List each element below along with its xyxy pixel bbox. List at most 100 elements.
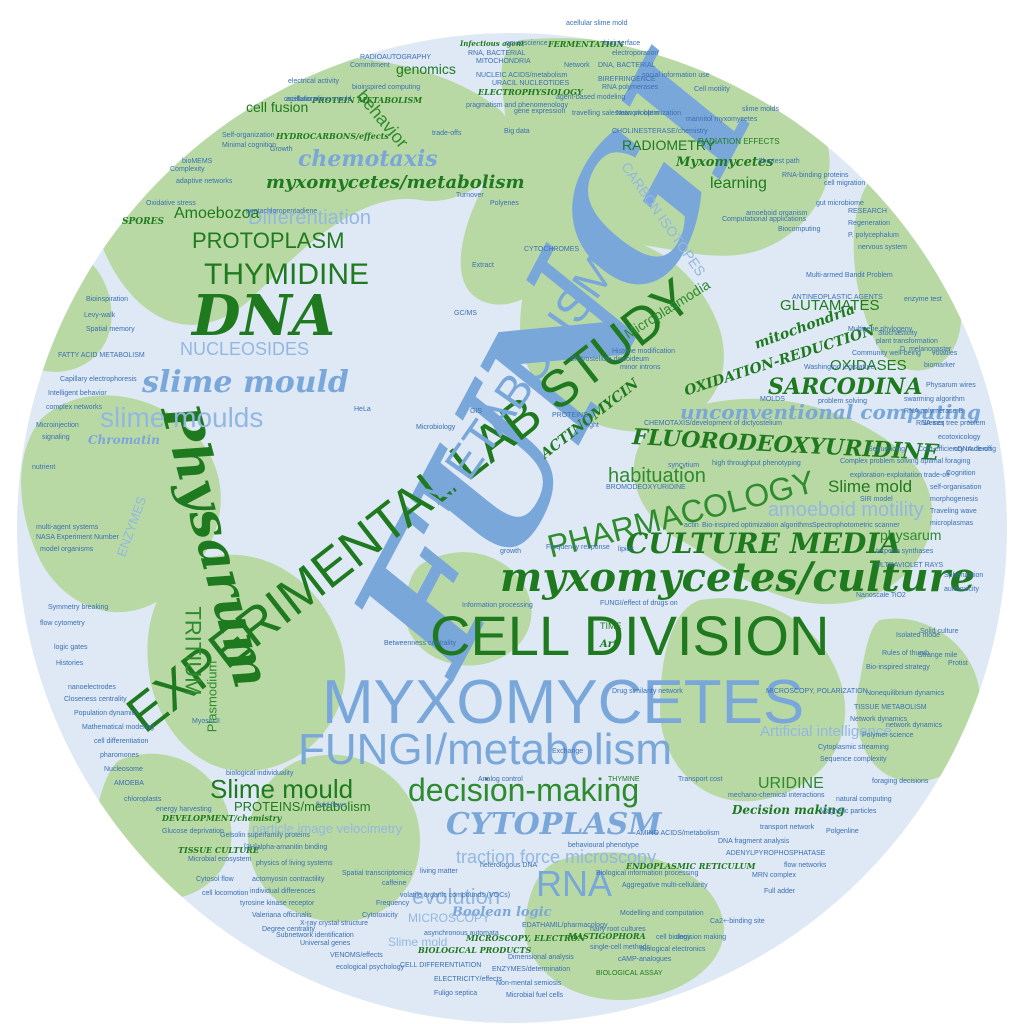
- word-proteins-metabolism: PROTEINS/metabolism: [234, 799, 371, 814]
- word-cell-biology: cell biology: [656, 934, 691, 941]
- word-cdna-cloning: cDNA cloning: [954, 446, 997, 453]
- word-xray: X-ray crystal structure: [300, 920, 369, 927]
- word-microscopy-polarization: MICROSCOPY, POLARIZATION: [766, 688, 868, 695]
- word-slime-mould-2: Slime mould: [210, 774, 354, 804]
- word-tissue-culture: TISSUE CULTURE: [178, 845, 259, 855]
- word-heterologous-dna: heterologous DNA: [480, 862, 538, 869]
- word-self-organization: Self-organization: [222, 132, 275, 139]
- word-capillary: Capillary electrophoresis: [60, 376, 137, 383]
- word-cost-efficiency: Cost-efficiency trade-off: [918, 446, 992, 453]
- word-fungi-drugs: FUNGI/effect of drugs on: [600, 600, 678, 607]
- word-protist: Protist: [948, 660, 968, 667]
- word-mastigophora: MASTIGOPHORA: [568, 931, 646, 941]
- word-research: RESEARCH: [848, 208, 887, 215]
- word-syncytium: syncytium: [668, 462, 700, 469]
- word-turnover: Turnover: [456, 192, 484, 199]
- word-development: DEVELOPMENT/chemistry: [162, 813, 282, 823]
- word-hela: HeLa: [354, 406, 371, 413]
- word-community: Community well-being: [852, 350, 921, 357]
- word-traveling-wave: Traveling wave: [930, 508, 977, 515]
- word-microplasmas: microplasmas: [930, 520, 974, 527]
- word-biocomputing: Biocomputing: [778, 226, 821, 233]
- word-protein-metabolism: PROTEIN METABOLISM: [312, 95, 423, 105]
- word-multi-agent: multi-agent systems: [36, 524, 99, 531]
- word-swarming: swarming algorithm: [904, 396, 965, 403]
- word-rna-polymerase-b: RNA polymerase B: [904, 408, 964, 415]
- word-biological-assay: BIOLOGICAL ASSAY: [596, 970, 663, 977]
- word-rules-thumb: Rules of thumb: [882, 650, 930, 657]
- word-fluid-flows: fluid flows: [316, 802, 347, 809]
- word-nanoscale: Nanoscale TiO2: [856, 592, 906, 599]
- word-shortest-path: Shortest path: [758, 158, 800, 165]
- word-slime-mould: slime mould: [142, 365, 349, 400]
- word-rna-binding: RNA-binding proteins: [782, 172, 849, 179]
- word-acellular-slime-mold: acellular slime mold: [566, 20, 628, 27]
- word-oscillations: oscillations: [284, 96, 319, 103]
- word-ca2: Ca2+-binding site: [710, 918, 765, 925]
- word-electrophysiology: ELECTROPHYSIOLOGY: [478, 87, 583, 97]
- word-radioautography: RADIOAUTOGRAPHY: [360, 54, 432, 61]
- word-ecotoxicology: ecotoxicology: [938, 434, 981, 441]
- word-biointerface: biointerface: [604, 40, 641, 47]
- word-fatty-acid: FATTY ACID METABOLISM: [58, 352, 145, 359]
- word-full-adder: Full adder: [764, 888, 796, 895]
- word-minor-introns: minor introns: [620, 364, 661, 371]
- word-time: TIME: [600, 621, 622, 631]
- word-cell-locomotion: cell locomotion: [202, 890, 249, 897]
- word-mannitol: mannitol myxomycetes: [686, 116, 758, 123]
- word-camp: cAMP-analogues: [618, 956, 672, 963]
- word-autotoxicity: autotoxicity: [944, 586, 980, 593]
- word-cytoplasmic-streaming: Cytoplasmic streaming: [818, 744, 889, 751]
- word-pentachloro: pentachloropentadiene: [246, 208, 318, 215]
- word-stochastic: Stochasticity: [878, 330, 918, 337]
- word-pharomones: pharomones: [100, 752, 139, 759]
- word-dna-bacterial: DNA, BACTERIAL: [598, 62, 656, 69]
- word-birefringence: BIREFRINGENCE: [598, 76, 656, 83]
- word-terpene: terpene synthases: [876, 548, 934, 555]
- word-dna: DNA: [192, 283, 336, 349]
- word-rna-polymerases: RNA polymerases: [602, 84, 659, 91]
- word-pragmatism: pragmatism and phenomenology: [466, 102, 568, 109]
- word-microscopy: MICROSCOPY: [408, 911, 491, 925]
- word-asynchronous: asynchronous automata: [424, 930, 499, 937]
- word-sequence-complexity: Sequence complexity: [820, 756, 887, 763]
- word-mrn-complex: MRN complex: [752, 872, 796, 879]
- word-decision-rules: decision making: [676, 934, 727, 941]
- word-tyrosine: tyrosine kinase receptor: [240, 900, 315, 907]
- word-nucleosides: NUCLEOSIDES: [180, 339, 310, 359]
- word-strange-mile: Strange mile: [918, 652, 958, 659]
- word-physics-living: physics of living systems: [256, 860, 333, 867]
- word-network-optimization: Network optimization: [616, 110, 681, 117]
- word-signaling: signaling: [42, 434, 70, 441]
- word-unconventional-computing: unconventional computing: [680, 400, 981, 424]
- word-polygenic: Polgenline: [826, 828, 859, 835]
- word-universal-genes: Universal genes: [300, 940, 351, 947]
- word-frequency-response: Frequency response: [546, 544, 610, 551]
- word-thymidine: THYMIDINE: [204, 258, 369, 291]
- word-cytochromes: CYTOCHROMES: [524, 246, 580, 253]
- word-sarcodina: SARCODINA: [768, 374, 923, 400]
- word-neuroscience: neuroscience: [506, 40, 548, 47]
- word-complex-problem: Complex problem solving optimal foraging: [840, 458, 971, 465]
- word-infectious-agent: Infectious agent: [460, 39, 525, 48]
- word-living-matter: living matter: [420, 868, 458, 875]
- word-cell-differentiation-up: CELL DIFFERENTIATION: [400, 962, 482, 969]
- word-nucleosome: Nucleosome: [104, 766, 143, 773]
- word-bioinspiration: Bioinspiration: [86, 296, 129, 303]
- word-radiometry: RADIOMETRY: [622, 137, 716, 153]
- word-behavioural-phenotype: behavioural phenotype: [568, 842, 639, 849]
- word-big-data: Big data: [504, 128, 530, 135]
- word-morphogenesis: morphogenesis: [930, 496, 978, 503]
- word-slime-moulds: slime moulds: [100, 402, 264, 433]
- word-myxomycetes-sc: Myxomycetes: [676, 155, 774, 170]
- word-volatile-organic: volatile organic compounds (VOCs): [400, 892, 511, 899]
- word-venoms: VENOMS/effects: [330, 952, 383, 959]
- word-growth: Growth: [270, 146, 293, 153]
- word-oxidases: OXIDASES: [830, 357, 907, 374]
- word-frequency: Frequency: [376, 900, 410, 907]
- word-fluorescence: Polymer science: [862, 732, 914, 739]
- word-rna-seq: RNA-seq: [916, 420, 945, 427]
- word-flow-cytometry: flow cytometry: [40, 620, 85, 627]
- word-slime-mold-sm: Slime mold: [388, 935, 448, 949]
- word-particle-image: particle image velocimetry: [252, 821, 403, 836]
